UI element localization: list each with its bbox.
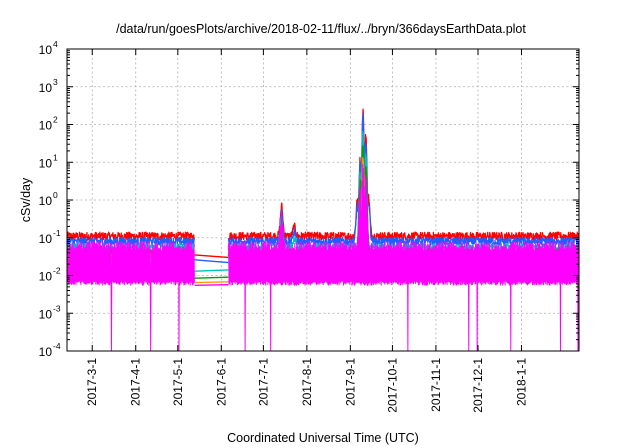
y-tick-label: 10 bbox=[39, 194, 53, 208]
x-tick-label: 2017-7-1 bbox=[256, 358, 270, 406]
series-0 bbox=[66, 108, 580, 259]
gap-line bbox=[194, 269, 229, 272]
grid bbox=[67, 49, 579, 351]
y-tick-exponent: -2 bbox=[53, 266, 61, 276]
x-tick-label: 2017-12-1 bbox=[471, 358, 485, 413]
y-tick-exponent: 3 bbox=[53, 77, 58, 87]
y-tick-exponent: 4 bbox=[53, 39, 58, 49]
series-line bbox=[227, 163, 580, 352]
series-1 bbox=[66, 113, 580, 264]
x-tick-label: 2017-11-1 bbox=[429, 358, 443, 412]
y-tick-label: 10 bbox=[39, 119, 53, 133]
series-5 bbox=[66, 163, 580, 352]
x-tick-label: 2018-1-1 bbox=[514, 358, 528, 406]
y-tick-label: 10 bbox=[39, 81, 53, 95]
x-tick-label: 2017-9-1 bbox=[343, 358, 357, 406]
gap-line bbox=[194, 276, 229, 279]
series-line bbox=[227, 108, 580, 241]
series-line bbox=[227, 113, 580, 247]
y-tick-exponent: -1 bbox=[53, 228, 61, 238]
gap-line bbox=[194, 259, 229, 264]
x-tick-label: 2017-6-1 bbox=[214, 358, 228, 406]
gap-line bbox=[194, 254, 229, 259]
y-axis-label: cSv/day bbox=[19, 177, 33, 222]
x-tick-label: 2017-8-1 bbox=[300, 358, 314, 406]
y-tick-label: 10 bbox=[39, 232, 53, 246]
y-tick-exponent: 1 bbox=[53, 152, 58, 162]
y-tick-label: 10 bbox=[39, 43, 53, 57]
x-tick-label: 2017-3-1 bbox=[85, 358, 99, 406]
series-line bbox=[66, 231, 195, 241]
y-tick-exponent: -3 bbox=[53, 303, 61, 313]
x-tick-label: 2017-5-1 bbox=[171, 358, 185, 406]
y-tick-label: 10 bbox=[39, 270, 53, 284]
y-tick-exponent: -4 bbox=[53, 341, 61, 351]
plot-area bbox=[66, 108, 580, 352]
series-line bbox=[66, 240, 195, 352]
gap-line bbox=[194, 281, 229, 284]
x-axis-label: Coordinated Universal Time (UTC) bbox=[227, 431, 419, 445]
x-tick-label: 2017-10-1 bbox=[385, 358, 399, 413]
gap-line bbox=[194, 284, 229, 287]
x-axis: 2017-3-1 2017-4-1 2017-5-1 2017-6-1 2017-7-1… bbox=[85, 49, 528, 413]
y-tick-label: 10 bbox=[39, 307, 53, 321]
y-tick-exponent: 0 bbox=[53, 190, 58, 200]
y-tick-label: 10 bbox=[39, 156, 53, 170]
y-tick-exponent: 2 bbox=[53, 115, 58, 125]
y-tick-label: 10 bbox=[39, 345, 53, 359]
chart-title: /data/run/goesPlots/archive/2018-02-11/f… bbox=[116, 22, 526, 36]
x-tick-label: 2017-4-1 bbox=[129, 358, 143, 406]
